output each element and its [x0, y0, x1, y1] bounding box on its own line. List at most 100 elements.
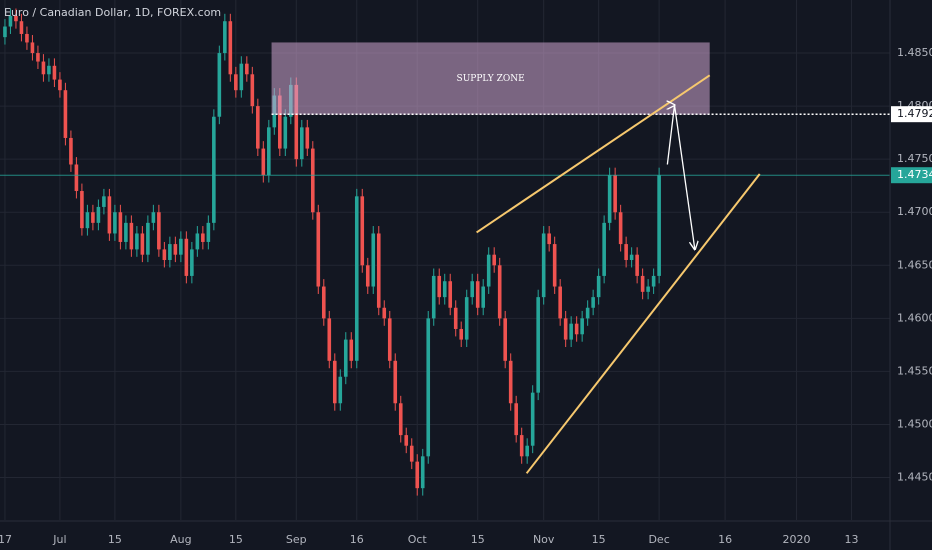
candle-body — [585, 307, 590, 319]
candle-body — [437, 275, 442, 298]
y-tick-label: 1.47500 — [897, 152, 932, 165]
candle-body — [278, 95, 282, 149]
candle-body — [305, 127, 310, 149]
candle-body — [470, 281, 475, 298]
candle-body — [459, 328, 464, 340]
x-tick-label: 15 — [471, 533, 485, 546]
candle-body — [580, 318, 584, 335]
candle-body — [261, 148, 266, 176]
candle-body — [651, 275, 656, 287]
trend-line — [525, 173, 761, 474]
y-tick-label: 1.46000 — [897, 311, 932, 324]
candle-body — [157, 212, 161, 250]
candle-body — [558, 286, 562, 319]
candle-body — [69, 137, 73, 165]
candle-body — [508, 360, 513, 404]
candle-body — [140, 233, 145, 255]
candle-body — [387, 318, 392, 361]
x-tick-label: 17 — [0, 533, 12, 546]
candle-body — [256, 106, 260, 149]
x-tick-label: 15 — [108, 533, 122, 546]
candle-body — [640, 275, 645, 292]
candle-body — [217, 53, 222, 117]
x-tick-label: Dec — [648, 533, 669, 546]
candle-body — [228, 21, 233, 75]
candle-body — [420, 456, 425, 489]
x-tick-label: 16 — [718, 533, 732, 546]
candle-body — [492, 254, 497, 266]
candle-body — [179, 238, 183, 255]
candle-body — [349, 339, 354, 361]
candle-body — [525, 445, 529, 457]
candle-body — [613, 175, 617, 213]
candle-body — [552, 244, 557, 287]
candle-body — [541, 233, 546, 298]
candle-body — [574, 323, 579, 335]
chart-title: Euro / Canadian Dollar, 1D, FOREX.com — [4, 6, 221, 19]
candle-body — [36, 53, 40, 62]
candle-body — [398, 403, 403, 436]
candle-body — [190, 249, 194, 276]
candle-body — [162, 249, 167, 260]
candle-body — [635, 254, 639, 276]
plot — [3, 8, 661, 496]
x-tick-label: 13 — [845, 533, 859, 546]
candle-body — [602, 222, 606, 276]
candle-body — [426, 318, 431, 457]
candle-body — [96, 206, 101, 223]
candle-body — [58, 79, 62, 91]
x-tick-label: 15 — [229, 533, 243, 546]
candle-body — [464, 297, 469, 340]
x-tick-label: 15 — [592, 533, 606, 546]
candle-body — [316, 212, 321, 287]
candle-body — [124, 222, 128, 242]
candle-body — [591, 297, 595, 308]
candle-body — [310, 148, 315, 213]
candle-body — [618, 212, 623, 245]
x-tick-label: Sep — [286, 533, 307, 546]
candle-body — [47, 65, 51, 75]
candle-body — [74, 164, 79, 192]
candle-body — [25, 33, 29, 43]
candle-body — [453, 307, 458, 329]
candle-body — [14, 15, 18, 22]
candle-body — [245, 63, 249, 75]
x-tick-label: 16 — [350, 533, 364, 546]
y-tick-label: 1.48500 — [897, 46, 932, 59]
candle-body — [107, 196, 112, 234]
candle-body — [52, 65, 57, 80]
x-tick-label: 2020 — [783, 533, 811, 546]
candle-body — [118, 212, 123, 242]
x-tick-label: Jul — [52, 533, 66, 546]
candle-body — [354, 196, 359, 361]
candle-body — [299, 127, 304, 160]
candle-body — [547, 233, 551, 245]
candle-body — [129, 222, 134, 250]
candle-body — [63, 90, 68, 138]
candle-body — [376, 233, 381, 308]
candle-body — [113, 212, 117, 234]
candle-body — [486, 254, 491, 287]
zone-label: SUPPLY ZONE — [457, 74, 525, 84]
candle-body — [30, 42, 35, 54]
candle-body — [536, 297, 540, 393]
candle-body — [8, 15, 13, 27]
candle-body — [404, 435, 409, 446]
candle-body — [250, 74, 255, 107]
candle-body — [629, 254, 634, 260]
grid — [0, 0, 890, 520]
candle-body — [212, 116, 216, 223]
candle-body — [294, 84, 299, 160]
candle-body — [223, 21, 227, 54]
candle-body — [338, 376, 343, 404]
candle-body — [91, 212, 95, 223]
y-tick-label: 1.45500 — [897, 364, 932, 377]
candle-body — [563, 318, 568, 340]
candle-body — [184, 238, 189, 276]
candle-body — [415, 461, 420, 489]
y-tick-label: 1.45000 — [897, 417, 932, 430]
candle-body — [146, 222, 150, 255]
overlays: SUPPLY ZONE — [0, 42, 890, 474]
level-price-box — [891, 106, 932, 123]
